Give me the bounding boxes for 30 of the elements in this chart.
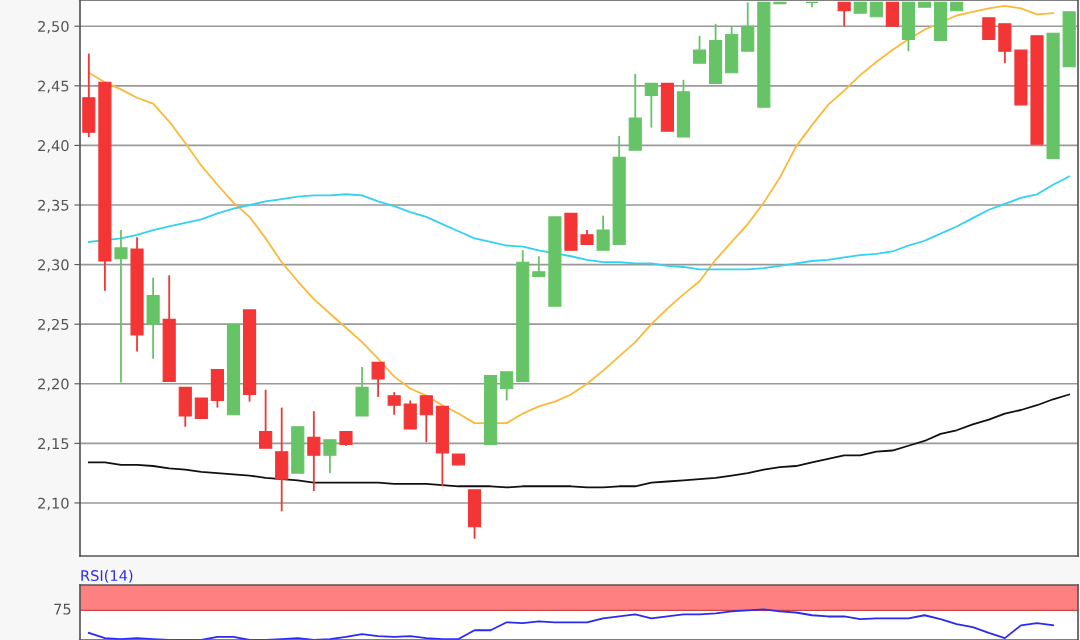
- y-tick-label: 2,20: [38, 378, 69, 392]
- candlestick: [837, 1, 851, 28]
- y-tick-label: 2,35: [38, 199, 69, 213]
- y-tick-label: 2,40: [38, 140, 69, 153]
- line-series: [87, 175, 1071, 271]
- line-series: [87, 5, 1054, 425]
- candlestick: [419, 394, 433, 444]
- candlestick: [885, 1, 899, 27]
- candlestick: [323, 438, 337, 475]
- candlestick: [387, 391, 401, 416]
- chart-title: RSI(14): [81, 569, 133, 583]
- text: 75: [54, 603, 71, 615]
- candlestick: [692, 34, 707, 65]
- candlestick: [500, 370, 514, 402]
- candlestick: [259, 388, 273, 450]
- y-tick-label: 2,50: [38, 20, 69, 34]
- y-tick-label: 2,15: [38, 438, 69, 451]
- candlestick: [307, 410, 321, 492]
- candlestick: [532, 255, 546, 278]
- y-tick-label: 2,10: [38, 497, 69, 511]
- candlestick: [982, 17, 996, 40]
- candlestick: [114, 229, 128, 384]
- y-tick-label: 2,30: [38, 259, 69, 272]
- y-tick-label: 2,45: [38, 80, 69, 94]
- line-series: [87, 393, 1071, 489]
- candlestick: [194, 397, 208, 419]
- y-tick-label: 2,25: [38, 318, 69, 332]
- candlestick: [371, 361, 385, 398]
- candlestick: [644, 82, 658, 129]
- candlestick: [596, 214, 610, 252]
